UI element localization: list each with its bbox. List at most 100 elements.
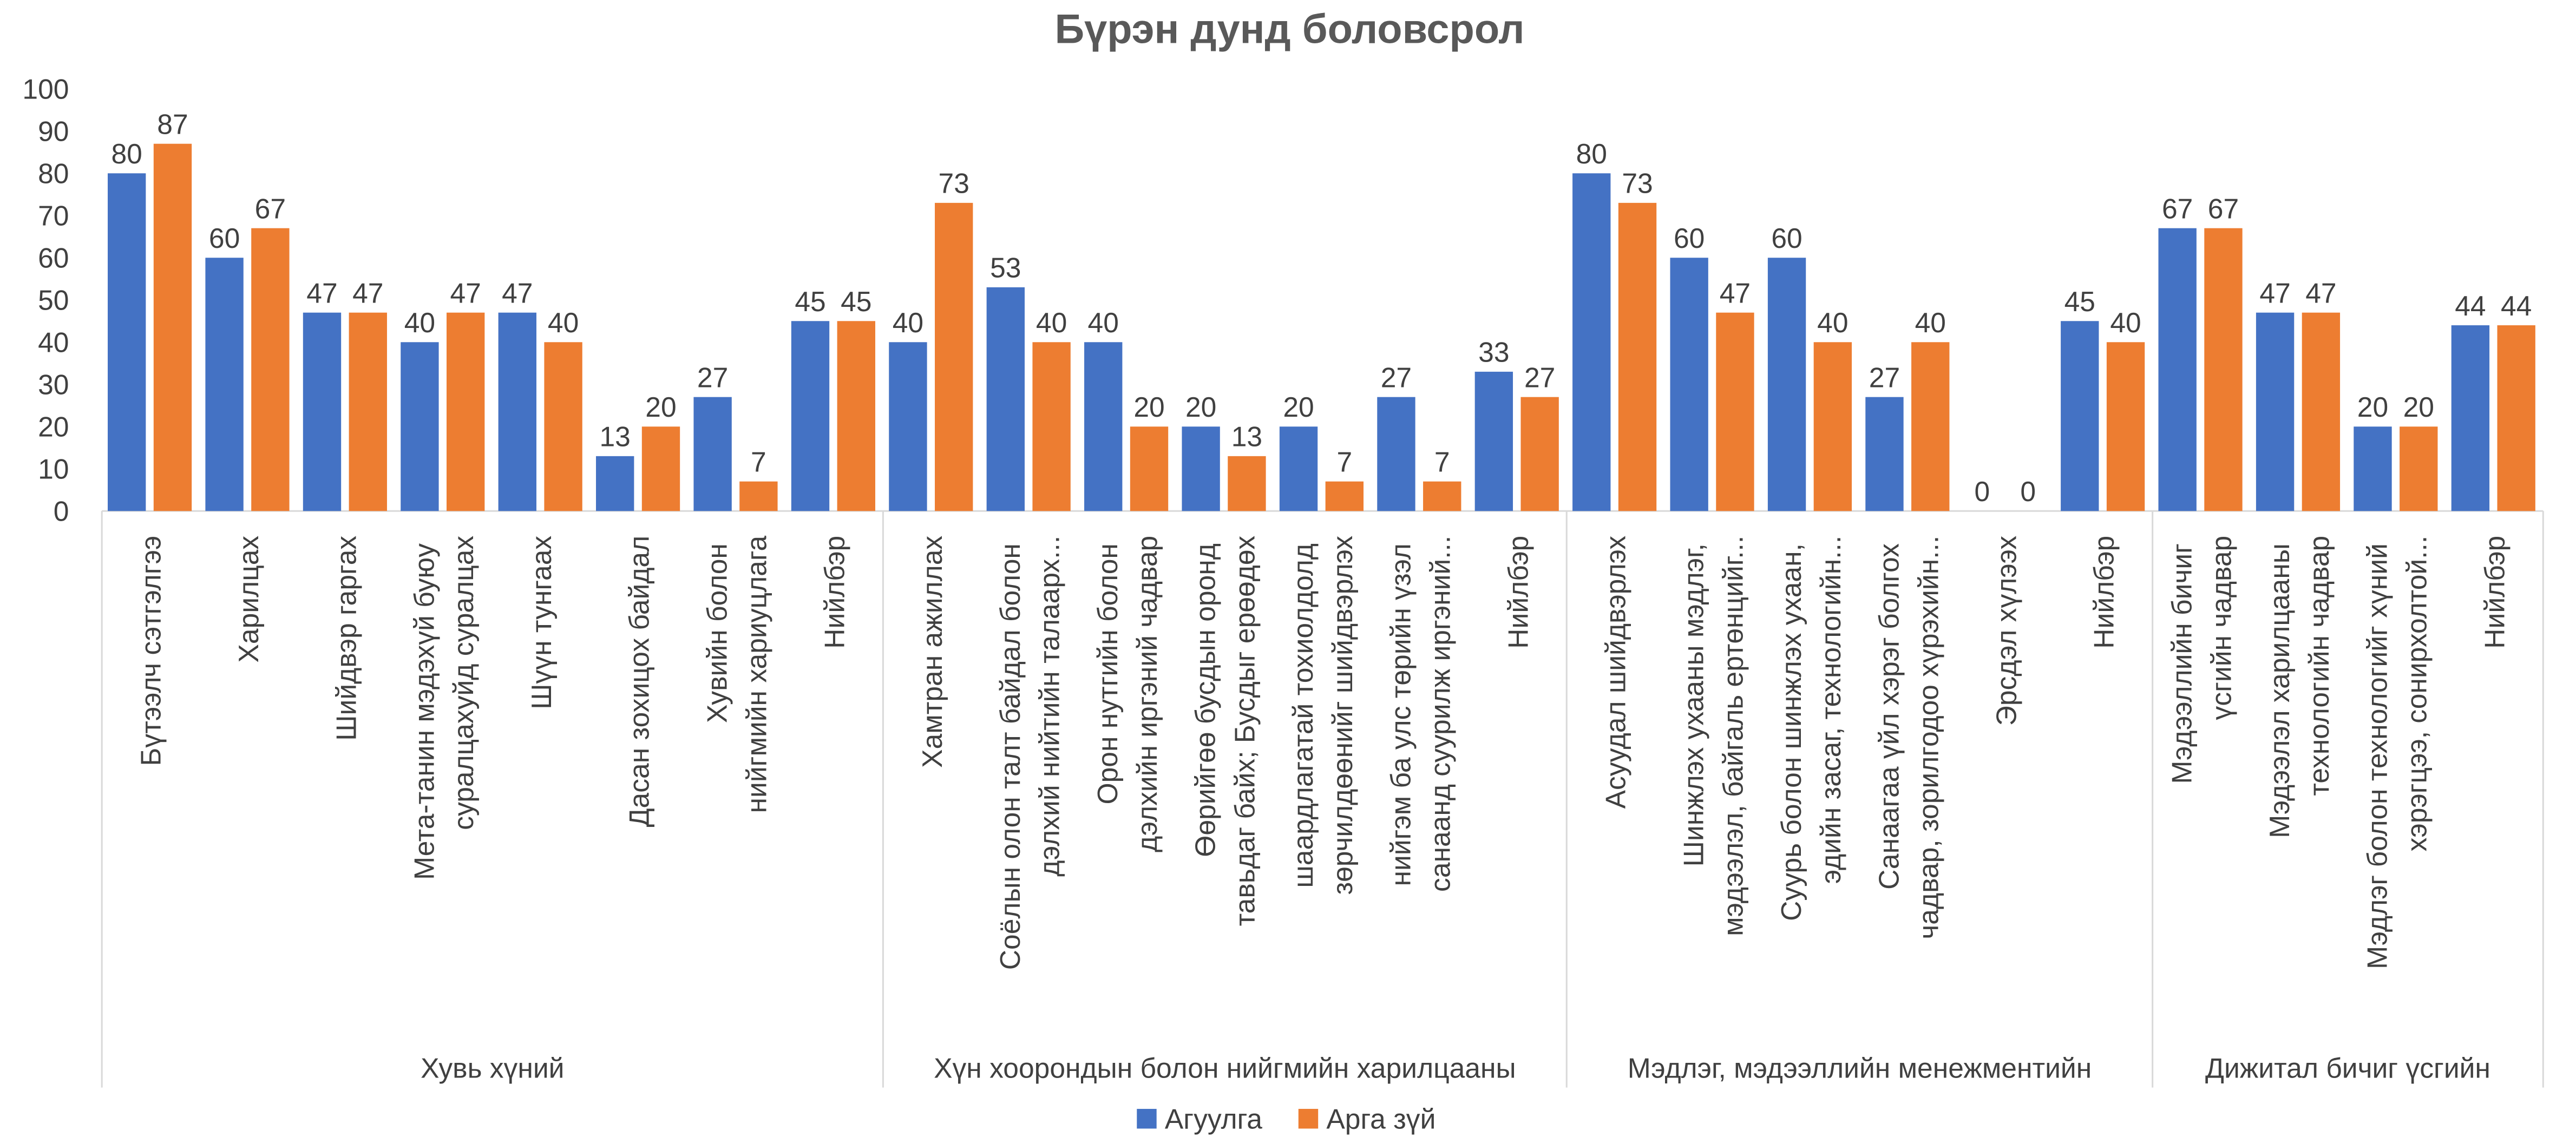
x-tick-label: Дасан зохицох байдал [624,536,655,827]
x-tick-label: Нийлбэр [2479,536,2510,649]
data-label: 0 [1975,476,1990,507]
y-tick-label: 90 [38,115,69,147]
data-label: 27 [1381,362,1412,393]
x-tick-label: Нийлбэр [818,536,850,649]
data-label: 13 [600,421,631,452]
legend-swatch [1137,1109,1157,1129]
bar [2158,228,2197,511]
x-tick-label: Соёлын олон талт байдал болон дэлхий ний… [994,536,1065,970]
bar [1474,371,1513,511]
bar [889,342,927,511]
bar [1572,173,1611,511]
x-tick-label: Мэдээлэл харилцааны технологийн чадвар [2264,536,2335,838]
data-label: 7 [1336,446,1352,477]
label-line: Мэдээлэл харилцааны [2264,536,2295,838]
chart-title: Бүрэн дунд боловсрол [1055,6,1525,52]
bar [205,258,244,511]
label-line: дэлхийн иргэний чадвар [1131,536,1163,852]
label-line: эдийн засаг, технологийн... [1815,536,1846,884]
label-line: нийгмийн хариуцлага [740,535,772,813]
label-line: хэрэгцээ, сонирхолтой... [2401,536,2432,852]
y-tick-label: 20 [38,411,69,442]
data-label: 67 [2208,193,2239,224]
label-line: Өөрийгөө бусдын оронд [1190,536,1221,857]
x-tick-label: Өөрийгөө бусдын оронд тавьдаг байх; Бусд… [1190,536,1261,926]
x-tick-label: Бүтээлч сэтгэлгээ [135,536,167,766]
bar [107,173,146,511]
bar [1325,481,1364,511]
bar [1032,342,1071,511]
group-label: Мэдлэг, мэдээллийн менежментийн [1628,1052,2092,1083]
bar [2354,426,2392,511]
data-label: 40 [893,307,923,338]
bar [986,287,1025,511]
group-label: Хүн хоорондын болон нийгмийн харилцааны [934,1052,1516,1083]
data-label: 73 [939,168,969,199]
label-line: Санаагаа үйл хэрэг болгох [1873,536,1904,890]
data-label: 20 [1133,391,1164,423]
data-label: 60 [1771,222,1802,254]
data-label: 40 [404,307,435,338]
data-label: 40 [548,307,579,338]
data-label: 33 [1478,337,1509,368]
x-tick-label: Нийлбэр [2088,536,2120,649]
label-line: дэлхий нийтийн талаарх... [1034,536,1065,877]
bar [2204,228,2243,511]
data-label: 40 [1088,307,1119,338]
label-line: Мета-танин мэдэхүй буюу [408,536,440,880]
data-label: 45 [841,286,871,317]
bar [401,342,439,511]
data-label: 27 [1869,362,1900,393]
data-label: 80 [1576,138,1607,169]
label-line: үсгийн чадвар [2206,536,2237,720]
data-label: 47 [2259,277,2290,308]
label-line: Хувийн болон [702,536,733,723]
label-line: зөрчилдөөнийг шийдвэрлэх [1327,536,1358,895]
label-line: нийгэм ба улс төрийн үзэл [1385,536,1416,886]
data-label: 40 [2110,307,2141,338]
bar [1279,426,1318,511]
data-label: 40 [1915,307,1946,338]
x-tick-label: нийгэм ба улс төрийн үзэл санаанд суурил… [1385,536,1456,892]
legend-label: Арга зүй [1326,1103,1436,1134]
y-tick-label: 40 [38,326,69,358]
data-label: 45 [2064,286,2095,317]
y-tick-label: 80 [38,157,69,189]
bar [544,342,582,511]
label-line: Мэдээллийн бичиг [2166,536,2198,784]
data-label: 80 [111,138,142,169]
bar [2061,321,2099,511]
x-tick-label: Эрсдэл хүлээх [1990,536,2022,726]
bar [693,397,732,511]
data-label: 47 [450,277,481,308]
bar [2451,325,2490,511]
bar [1084,342,1123,511]
label-line: Шинжлэх ухааны мэдлэг, [1678,536,1709,867]
label-line: чадвар, зорилгодоо хүрэхийн... [1912,536,1944,939]
x-tick-label: Шийдвэр гаргах [330,536,362,741]
bar [2256,312,2295,511]
data-label: 60 [209,222,240,254]
y-tick-label: 60 [38,242,69,273]
y-tick-label: 30 [38,369,69,400]
bar [1520,397,1559,511]
y-tick-label: 0 [54,495,69,527]
bar [251,228,290,511]
x-tick-label: Суурь болон шинжлэх ухаан, эдийн засаг, … [1775,536,1846,921]
label-line: санаанд суурилж иргэний... [1424,536,1456,892]
data-label: 20 [1185,391,1216,423]
label-line: Мэдлэг болон технологийг хүний [2361,536,2393,969]
bar [1423,481,1461,511]
bar [153,143,192,511]
bar [837,321,875,511]
data-label: 47 [502,277,533,308]
bar [2302,312,2341,511]
data-label: 87 [157,108,188,140]
bar [1377,397,1415,511]
data-label: 47 [2305,277,2336,308]
label-line: Соёлын олон талт байдал болон [994,536,1026,970]
y-tick-label: 70 [38,200,69,231]
bar [791,321,830,511]
bar [1716,312,1754,511]
